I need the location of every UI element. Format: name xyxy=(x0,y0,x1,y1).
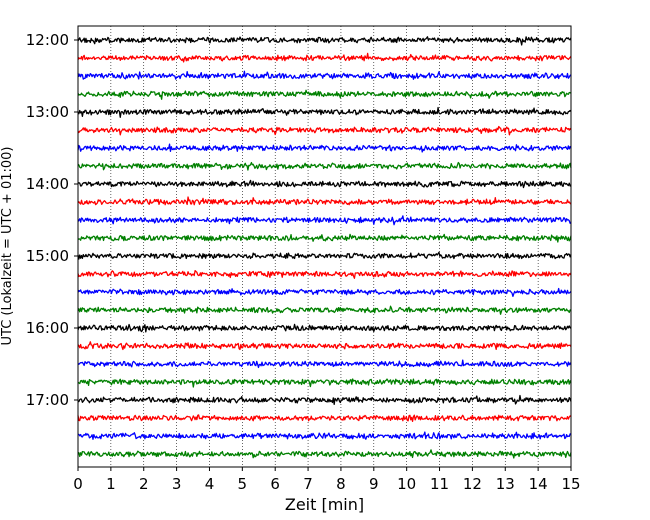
y-axis-title: UTC (Lokalzeit = UTC + 01:00) xyxy=(0,147,15,346)
trace-1330 xyxy=(77,143,572,153)
x-tick-label-5: 5 xyxy=(238,475,248,493)
x-tick-label-3: 3 xyxy=(172,475,182,493)
seismic-traces xyxy=(77,36,572,459)
x-axis: 0 1 2 3 4 5 6 7 8 9 10 11 12 13 14 15 xyxy=(73,467,581,493)
y-axis: 12:00 13:00 14:00 15:00 16:00 17:00 xyxy=(26,31,78,409)
trace-1415 xyxy=(77,196,572,206)
plot-frame xyxy=(77,25,572,468)
trace-1715 xyxy=(77,414,572,423)
y-tick-label-0: 12:00 xyxy=(26,31,69,49)
trace-1545 xyxy=(77,305,572,315)
x-tick-label-2: 2 xyxy=(139,475,149,493)
trace-1445 xyxy=(77,233,572,243)
x-tick-label-4: 4 xyxy=(205,475,215,493)
x-tick-label-9: 9 xyxy=(369,475,379,493)
trace-1530 xyxy=(77,287,572,298)
x-tick-label-14: 14 xyxy=(529,475,548,493)
x-tick-label-1: 1 xyxy=(106,475,116,493)
x-tick-label-13: 13 xyxy=(496,475,515,493)
x-tick-label-7: 7 xyxy=(303,475,313,493)
trace-1215 xyxy=(77,52,572,63)
trace-1315 xyxy=(77,125,572,136)
y-tick-label-2: 14:00 xyxy=(26,175,69,193)
trace-1500 xyxy=(77,251,572,260)
y-tick-label-1: 13:00 xyxy=(26,103,69,121)
x-tick-label-12: 12 xyxy=(463,475,482,493)
y-tick-label-3: 15:00 xyxy=(26,247,69,265)
trace-1400 xyxy=(77,179,572,189)
y-tick-label-5: 17:00 xyxy=(26,391,69,409)
trace-1200 xyxy=(77,36,572,46)
trace-1645 xyxy=(77,378,572,388)
x-tick-label-6: 6 xyxy=(270,475,280,493)
trace-1430 xyxy=(77,215,572,226)
x-tick-label-15: 15 xyxy=(561,475,580,493)
x-tick-label-10: 10 xyxy=(397,475,416,493)
trace-1515 xyxy=(77,269,572,279)
trace-1230 xyxy=(77,70,572,80)
trace-1615 xyxy=(77,341,572,351)
x-tick-label-8: 8 xyxy=(336,475,346,493)
trace-1245 xyxy=(77,89,572,100)
trace-1600 xyxy=(77,323,572,333)
x-axis-title: Zeit [min] xyxy=(285,495,364,514)
x-tick-label-0: 0 xyxy=(73,475,83,493)
trace-1300 xyxy=(77,106,572,118)
y-tick-label-4: 16:00 xyxy=(26,319,69,337)
trace-1730 xyxy=(77,431,572,440)
x-tick-label-11: 11 xyxy=(430,475,449,493)
trace-1700 xyxy=(78,394,572,406)
trace-1630 xyxy=(77,359,572,369)
trace-1745 xyxy=(77,449,572,459)
trace-1345 xyxy=(77,161,572,171)
